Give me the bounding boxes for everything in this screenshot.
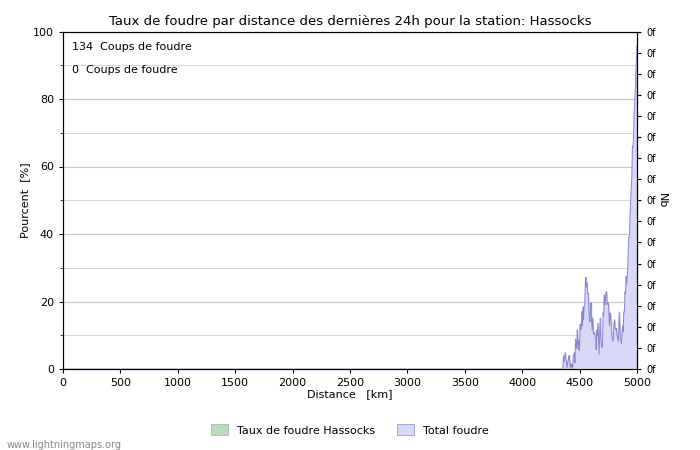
Y-axis label: Nb: Nb	[657, 193, 666, 208]
Title: Taux de foudre par distance des dernières 24h pour la station: Hassocks: Taux de foudre par distance des dernière…	[108, 14, 592, 27]
Y-axis label: Pourcent  [%]: Pourcent [%]	[20, 162, 30, 238]
Text: www.lightningmaps.org: www.lightningmaps.org	[7, 440, 122, 450]
Text: 134  Coups de foudre: 134 Coups de foudre	[71, 42, 191, 52]
X-axis label: Distance   [km]: Distance [km]	[307, 389, 393, 400]
Legend: Taux de foudre Hassocks, Total foudre: Taux de foudre Hassocks, Total foudre	[207, 419, 493, 440]
Text: 0  Coups de foudre: 0 Coups de foudre	[71, 65, 177, 75]
